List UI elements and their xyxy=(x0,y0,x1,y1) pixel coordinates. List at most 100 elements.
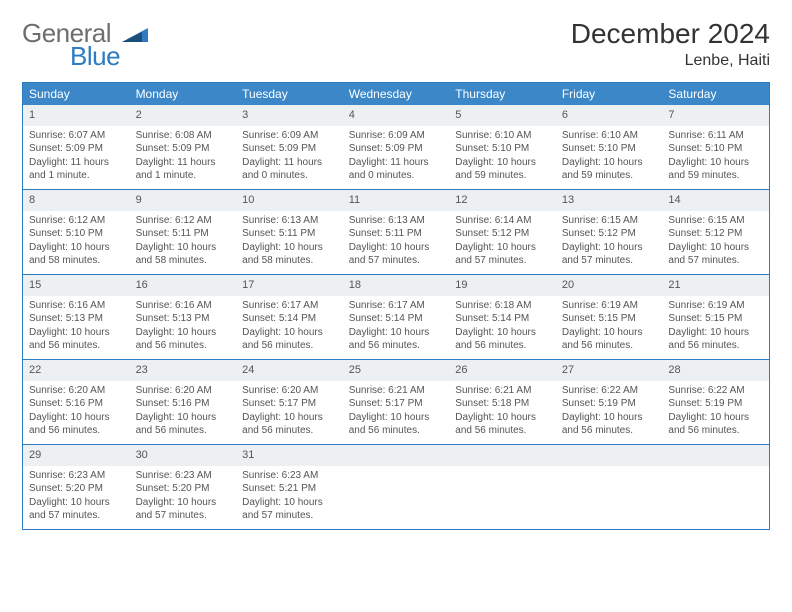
day-body: Sunrise: 6:10 AMSunset: 5:10 PMDaylight:… xyxy=(449,126,556,189)
day-number: 15 xyxy=(23,275,130,296)
dow-wednesday: Wednesday xyxy=(343,83,450,105)
day-cell: 13Sunrise: 6:15 AMSunset: 5:12 PMDayligh… xyxy=(556,190,663,274)
day-cell: 14Sunrise: 6:15 AMSunset: 5:12 PMDayligh… xyxy=(662,190,769,274)
day-cell: 21Sunrise: 6:19 AMSunset: 5:15 PMDayligh… xyxy=(662,275,769,359)
dow-monday: Monday xyxy=(130,83,237,105)
day-of-week-header: SundayMondayTuesdayWednesdayThursdayFrid… xyxy=(23,83,769,105)
day-number: 24 xyxy=(236,360,343,381)
day-number: 7 xyxy=(662,105,769,126)
day-number: 2 xyxy=(130,105,237,126)
day-cell: 3Sunrise: 6:09 AMSunset: 5:09 PMDaylight… xyxy=(236,105,343,189)
day-cell: 20Sunrise: 6:19 AMSunset: 5:15 PMDayligh… xyxy=(556,275,663,359)
day-body: Sunrise: 6:10 AMSunset: 5:10 PMDaylight:… xyxy=(556,126,663,189)
day-body: Sunrise: 6:11 AMSunset: 5:10 PMDaylight:… xyxy=(662,126,769,189)
day-cell: 15Sunrise: 6:16 AMSunset: 5:13 PMDayligh… xyxy=(23,275,130,359)
day-cell: 23Sunrise: 6:20 AMSunset: 5:16 PMDayligh… xyxy=(130,360,237,444)
day-cell: 28Sunrise: 6:22 AMSunset: 5:19 PMDayligh… xyxy=(662,360,769,444)
day-body: Sunrise: 6:23 AMSunset: 5:20 PMDaylight:… xyxy=(23,466,130,529)
week-row: 29Sunrise: 6:23 AMSunset: 5:20 PMDayligh… xyxy=(23,445,769,530)
day-cell: 8Sunrise: 6:12 AMSunset: 5:10 PMDaylight… xyxy=(23,190,130,274)
day-number: 13 xyxy=(556,190,663,211)
day-number: 9 xyxy=(130,190,237,211)
dow-tuesday: Tuesday xyxy=(236,83,343,105)
day-number: 8 xyxy=(23,190,130,211)
day-cell: 24Sunrise: 6:20 AMSunset: 5:17 PMDayligh… xyxy=(236,360,343,444)
day-empty: . xyxy=(449,445,556,529)
day-number: 6 xyxy=(556,105,663,126)
day-number: 29 xyxy=(23,445,130,466)
day-number: 16 xyxy=(130,275,237,296)
day-body: Sunrise: 6:13 AMSunset: 5:11 PMDaylight:… xyxy=(343,211,450,274)
month-title: December 2024 xyxy=(571,18,770,50)
day-cell: 18Sunrise: 6:17 AMSunset: 5:14 PMDayligh… xyxy=(343,275,450,359)
week-row: 15Sunrise: 6:16 AMSunset: 5:13 PMDayligh… xyxy=(23,275,769,360)
day-number: 11 xyxy=(343,190,450,211)
day-body: Sunrise: 6:17 AMSunset: 5:14 PMDaylight:… xyxy=(236,296,343,359)
week-row: 8Sunrise: 6:12 AMSunset: 5:10 PMDaylight… xyxy=(23,190,769,275)
day-body: Sunrise: 6:20 AMSunset: 5:16 PMDaylight:… xyxy=(130,381,237,444)
day-body: Sunrise: 6:16 AMSunset: 5:13 PMDaylight:… xyxy=(130,296,237,359)
day-number: 5 xyxy=(449,105,556,126)
day-number: 1 xyxy=(23,105,130,126)
dow-friday: Friday xyxy=(556,83,663,105)
day-empty: . xyxy=(662,445,769,529)
week-row: 22Sunrise: 6:20 AMSunset: 5:16 PMDayligh… xyxy=(23,360,769,445)
day-cell: 4Sunrise: 6:09 AMSunset: 5:09 PMDaylight… xyxy=(343,105,450,189)
day-body: Sunrise: 6:20 AMSunset: 5:17 PMDaylight:… xyxy=(236,381,343,444)
day-body: Sunrise: 6:23 AMSunset: 5:21 PMDaylight:… xyxy=(236,466,343,529)
day-cell: 26Sunrise: 6:21 AMSunset: 5:18 PMDayligh… xyxy=(449,360,556,444)
day-number: . xyxy=(449,445,556,466)
day-body: Sunrise: 6:09 AMSunset: 5:09 PMDaylight:… xyxy=(236,126,343,189)
day-cell: 16Sunrise: 6:16 AMSunset: 5:13 PMDayligh… xyxy=(130,275,237,359)
logo: General Blue xyxy=(22,18,148,72)
logo-text-blue: Blue xyxy=(70,41,120,72)
day-body: Sunrise: 6:08 AMSunset: 5:09 PMDaylight:… xyxy=(130,126,237,189)
day-body: Sunrise: 6:15 AMSunset: 5:12 PMDaylight:… xyxy=(556,211,663,274)
day-cell: 10Sunrise: 6:13 AMSunset: 5:11 PMDayligh… xyxy=(236,190,343,274)
day-body: Sunrise: 6:12 AMSunset: 5:11 PMDaylight:… xyxy=(130,211,237,274)
day-body: Sunrise: 6:20 AMSunset: 5:16 PMDaylight:… xyxy=(23,381,130,444)
day-cell: 25Sunrise: 6:21 AMSunset: 5:17 PMDayligh… xyxy=(343,360,450,444)
day-body: Sunrise: 6:17 AMSunset: 5:14 PMDaylight:… xyxy=(343,296,450,359)
day-number: 27 xyxy=(556,360,663,381)
day-cell: 12Sunrise: 6:14 AMSunset: 5:12 PMDayligh… xyxy=(449,190,556,274)
day-number: 3 xyxy=(236,105,343,126)
day-body: Sunrise: 6:19 AMSunset: 5:15 PMDaylight:… xyxy=(662,296,769,359)
day-empty: . xyxy=(556,445,663,529)
week-row: 1Sunrise: 6:07 AMSunset: 5:09 PMDaylight… xyxy=(23,105,769,190)
day-cell: 7Sunrise: 6:11 AMSunset: 5:10 PMDaylight… xyxy=(662,105,769,189)
day-body: Sunrise: 6:23 AMSunset: 5:20 PMDaylight:… xyxy=(130,466,237,529)
day-empty: . xyxy=(343,445,450,529)
day-body: Sunrise: 6:16 AMSunset: 5:13 PMDaylight:… xyxy=(23,296,130,359)
day-cell: 22Sunrise: 6:20 AMSunset: 5:16 PMDayligh… xyxy=(23,360,130,444)
day-body: Sunrise: 6:22 AMSunset: 5:19 PMDaylight:… xyxy=(662,381,769,444)
day-body: Sunrise: 6:21 AMSunset: 5:18 PMDaylight:… xyxy=(449,381,556,444)
day-number: 12 xyxy=(449,190,556,211)
day-number: 10 xyxy=(236,190,343,211)
day-cell: 31Sunrise: 6:23 AMSunset: 5:21 PMDayligh… xyxy=(236,445,343,529)
logo-triangle-icon xyxy=(122,24,148,42)
day-number: 26 xyxy=(449,360,556,381)
day-number: 4 xyxy=(343,105,450,126)
day-body: Sunrise: 6:12 AMSunset: 5:10 PMDaylight:… xyxy=(23,211,130,274)
day-number: 20 xyxy=(556,275,663,296)
location: Lenbe, Haiti xyxy=(571,52,770,70)
day-body: Sunrise: 6:15 AMSunset: 5:12 PMDaylight:… xyxy=(662,211,769,274)
day-body: Sunrise: 6:22 AMSunset: 5:19 PMDaylight:… xyxy=(556,381,663,444)
day-number: 31 xyxy=(236,445,343,466)
calendar: SundayMondayTuesdayWednesdayThursdayFrid… xyxy=(22,82,770,530)
day-body: Sunrise: 6:09 AMSunset: 5:09 PMDaylight:… xyxy=(343,126,450,189)
day-cell: 17Sunrise: 6:17 AMSunset: 5:14 PMDayligh… xyxy=(236,275,343,359)
day-number: 19 xyxy=(449,275,556,296)
day-number: 25 xyxy=(343,360,450,381)
day-cell: 29Sunrise: 6:23 AMSunset: 5:20 PMDayligh… xyxy=(23,445,130,529)
header: General Blue December 2024 Lenbe, Haiti xyxy=(22,18,770,72)
title-block: December 2024 Lenbe, Haiti xyxy=(571,18,770,70)
day-number: 18 xyxy=(343,275,450,296)
day-body: Sunrise: 6:18 AMSunset: 5:14 PMDaylight:… xyxy=(449,296,556,359)
dow-sunday: Sunday xyxy=(23,83,130,105)
day-body: Sunrise: 6:21 AMSunset: 5:17 PMDaylight:… xyxy=(343,381,450,444)
day-number: 17 xyxy=(236,275,343,296)
day-cell: 5Sunrise: 6:10 AMSunset: 5:10 PMDaylight… xyxy=(449,105,556,189)
day-body: Sunrise: 6:13 AMSunset: 5:11 PMDaylight:… xyxy=(236,211,343,274)
